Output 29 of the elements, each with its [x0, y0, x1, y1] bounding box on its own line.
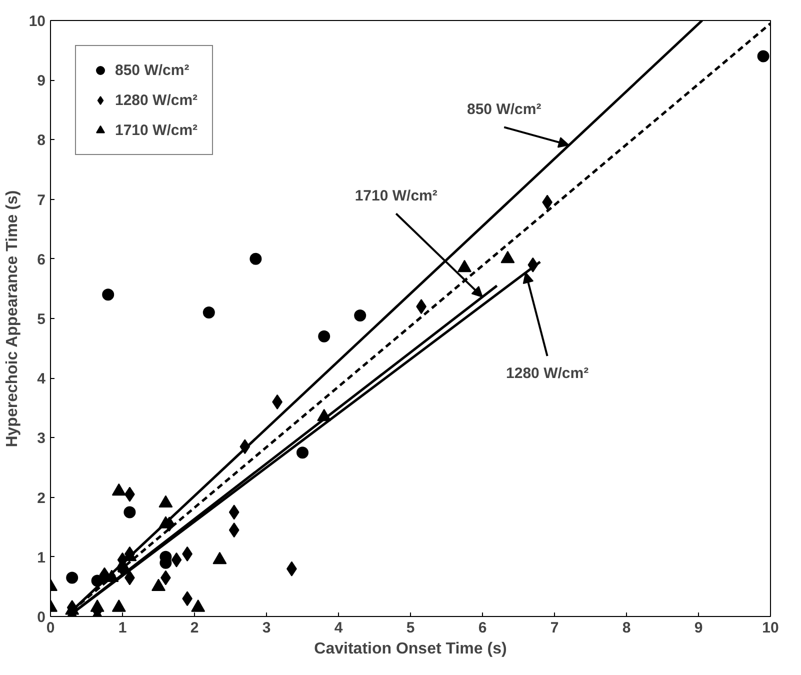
y-tick-label: 10: [28, 13, 46, 30]
y-tick-label: 1: [37, 549, 46, 566]
y-tick-label: 4: [37, 370, 46, 388]
x-tick-label: 2: [190, 620, 199, 636]
x-tick-label: 1: [118, 620, 127, 636]
x-tick-label: 5: [406, 620, 415, 636]
legend-label: 850 W/cm²: [115, 62, 190, 78]
y-tick-label: 7: [37, 192, 46, 209]
x-tick-label: 6: [478, 620, 487, 636]
x-tick-label: 3: [262, 620, 271, 636]
x-tick-label: 7: [550, 620, 559, 636]
x-tick-label: 8: [622, 620, 631, 636]
y-tick-label: 2: [37, 490, 46, 507]
annotation: 850 W/cm²: [467, 101, 542, 118]
legend-label: 1280 W/cm²: [115, 92, 198, 108]
x-axis-title: Cavitation Onset Time (s): [314, 640, 507, 658]
y-tick-label: 9: [37, 72, 46, 90]
y-tick-label: 3: [37, 430, 46, 448]
x-tick-label: 9: [694, 620, 703, 636]
x-tick-label: 10: [762, 620, 779, 636]
y-tick-label: 6: [37, 251, 46, 268]
y-tick-label: 0: [37, 609, 46, 626]
y-tick-label: 5: [37, 311, 46, 328]
y-axis-title: Hyperechoic Appearance Time (s): [4, 190, 21, 448]
legend-label: 1710 W/cm²: [115, 122, 198, 138]
annotation: 1710 W/cm²: [354, 188, 438, 205]
y-tick-label: 8: [37, 132, 46, 150]
x-tick-label: 4: [334, 620, 344, 636]
annotation: 1280 W/cm²: [506, 364, 589, 382]
